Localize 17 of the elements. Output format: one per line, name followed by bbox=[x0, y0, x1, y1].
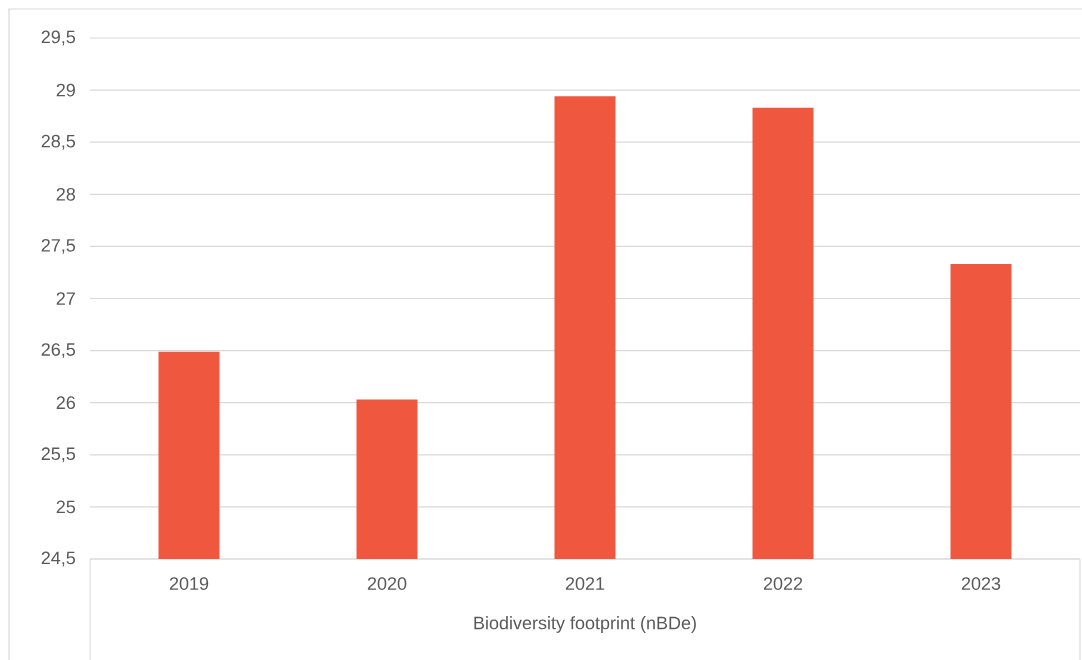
y-tick-label: 24,5 bbox=[41, 551, 76, 567]
y-tick-label: 26,5 bbox=[41, 343, 76, 359]
y-tick-label: 27 bbox=[56, 292, 75, 305]
y-tick-label: 29 bbox=[56, 83, 75, 97]
x-tick-label: 2020 bbox=[367, 577, 407, 590]
x-tick-label: 2019 bbox=[169, 577, 209, 590]
y-tick-label: 28,5 bbox=[41, 134, 76, 150]
x-axis-title: Biodiversity footprint (nBDe) bbox=[474, 616, 696, 633]
x-tick-label: 2023 bbox=[961, 577, 1001, 590]
x-tick-label: 2021 bbox=[565, 577, 605, 590]
y-tick-label: 27,5 bbox=[41, 238, 76, 254]
y-tick-label: 29,5 bbox=[41, 30, 76, 46]
y-tick-label: 25 bbox=[56, 500, 76, 514]
y-tick-label: 28 bbox=[56, 187, 76, 201]
y-tick-label: 26 bbox=[56, 396, 76, 410]
x-tick-label: 2022 bbox=[763, 577, 803, 590]
y-tick-label: 25,5 bbox=[41, 447, 76, 463]
